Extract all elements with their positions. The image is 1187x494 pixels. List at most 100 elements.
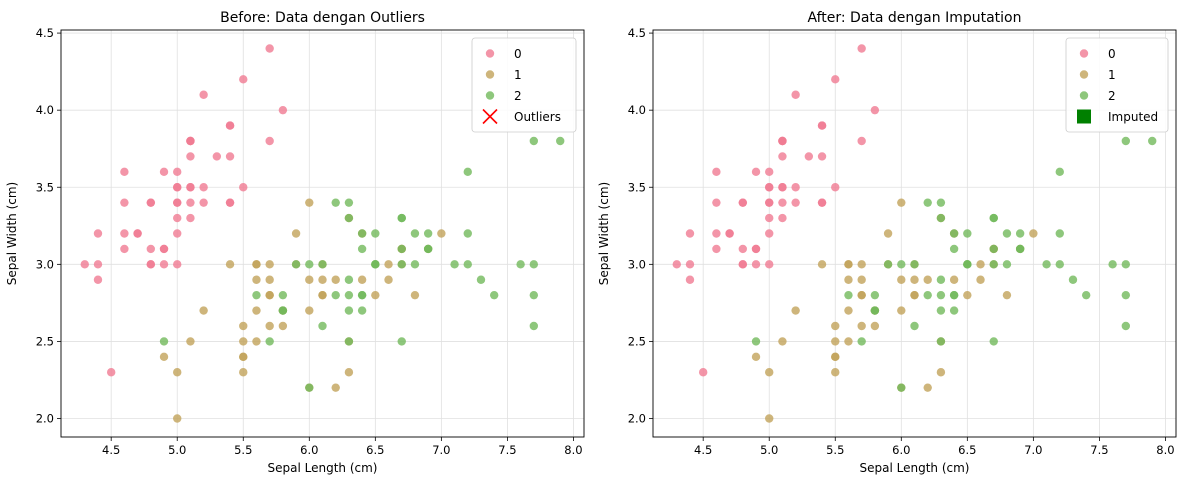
data-point — [910, 321, 919, 331]
data-point — [923, 290, 932, 300]
data-point — [173, 198, 182, 207]
data-point — [949, 306, 959, 315]
data-point — [831, 352, 840, 362]
data-point — [751, 337, 761, 346]
data-point — [173, 183, 182, 192]
data-point — [1055, 167, 1064, 177]
data-point — [252, 337, 261, 346]
data-point — [831, 368, 840, 377]
data-point — [529, 136, 539, 146]
data-point — [159, 244, 169, 254]
y-tick-label: 4.5 — [36, 26, 54, 40]
data-point — [870, 321, 880, 331]
data-point — [529, 260, 539, 269]
data-point — [489, 290, 499, 300]
data-point — [1108, 260, 1117, 269]
data-point — [133, 229, 142, 238]
data-point — [989, 244, 998, 254]
plot-frame — [60, 29, 585, 438]
data-point — [265, 260, 274, 269]
series-0 — [80, 44, 288, 377]
data-point — [936, 306, 946, 315]
legend-label: 2 — [1108, 89, 1116, 103]
data-point — [765, 183, 774, 192]
data-point — [857, 275, 866, 284]
data-point — [949, 275, 959, 284]
data-point — [239, 337, 248, 346]
data-point — [252, 290, 261, 300]
data-point — [712, 167, 721, 177]
data-point — [831, 337, 840, 346]
data-point — [173, 167, 182, 177]
x-axis-label: Sepal Length (cm) — [268, 461, 378, 475]
data-point — [278, 321, 288, 331]
data-point — [450, 260, 459, 269]
data-point — [989, 213, 998, 223]
data-point — [897, 260, 906, 269]
y-tick-label: 3.0 — [628, 257, 646, 271]
data-point — [120, 167, 129, 177]
legend-marker — [1079, 49, 1089, 58]
data-point — [685, 229, 695, 238]
data-point — [870, 290, 880, 300]
x-tick-label: 6.5 — [366, 443, 384, 457]
y-tick-label: 3.5 — [628, 180, 646, 194]
data-point — [910, 290, 919, 300]
data-point — [844, 306, 853, 315]
x-tick-label: 8.0 — [564, 443, 582, 457]
data-point — [897, 383, 906, 392]
data-point — [120, 229, 129, 238]
legend-marker — [485, 91, 495, 100]
data-point — [371, 290, 380, 300]
data-point — [778, 152, 787, 161]
data-point — [186, 152, 195, 161]
series-2 — [159, 136, 565, 392]
data-point — [897, 198, 906, 207]
data-point — [989, 337, 998, 346]
data-point — [791, 306, 800, 315]
y-tick-label: 3.0 — [36, 257, 54, 271]
legend-label: 0 — [514, 47, 522, 61]
data-point — [423, 244, 433, 254]
data-point — [1121, 290, 1131, 300]
x-tick-label: 7.0 — [1024, 443, 1042, 457]
data-point — [106, 368, 116, 377]
data-point — [1015, 244, 1025, 254]
chart-2: After: Data dengan Imputation 4.5 5.0 5.5 6.… — [597, 10, 1177, 475]
x-tick-label: 7.5 — [498, 443, 516, 457]
data-point — [963, 229, 972, 238]
data-point — [765, 213, 774, 223]
data-point — [159, 352, 169, 362]
legend-imputed-marker — [1077, 109, 1091, 124]
series-1 — [159, 198, 446, 423]
data-point — [357, 275, 367, 284]
data-point — [844, 290, 853, 300]
data-point — [857, 321, 866, 331]
data-point — [239, 321, 248, 331]
data-point — [80, 260, 89, 269]
legend-label: 0 — [1108, 47, 1116, 61]
data-point — [397, 213, 406, 223]
data-point — [199, 306, 208, 315]
data-point — [817, 260, 827, 269]
y-tick-label: 2.0 — [628, 412, 646, 426]
data-point — [698, 368, 708, 377]
data-point — [989, 260, 998, 269]
data-point — [738, 244, 748, 254]
data-point — [831, 321, 840, 331]
data-point — [186, 337, 195, 346]
data-point — [173, 368, 182, 377]
data-point — [751, 260, 761, 269]
data-point — [765, 198, 774, 207]
data-point — [225, 198, 235, 207]
data-point — [278, 290, 288, 300]
data-point — [186, 213, 195, 223]
data-point — [146, 260, 156, 269]
data-point — [93, 229, 103, 238]
data-point — [910, 260, 919, 269]
data-point — [410, 260, 420, 269]
data-point — [936, 290, 946, 300]
data-point — [949, 290, 959, 300]
data-point — [751, 244, 761, 254]
